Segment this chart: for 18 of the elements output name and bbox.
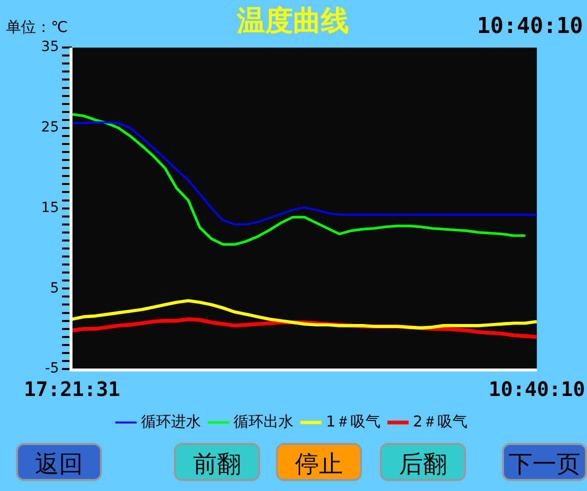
y-axis-title: 单位：℃ [6,18,68,37]
y-tick-label: 25 [41,120,59,136]
legend-label: 循环出水 [233,412,294,430]
text: 后翻 [380,443,466,481]
text: 停止 [276,443,362,481]
legend-label: 循环进水 [140,412,201,430]
text: 10:40:10 [477,14,583,39]
legend-label: 2＃吸气 [413,412,468,430]
y-tick-label: 5 [50,280,59,296]
x-tick-label: 17:21:31 [24,377,120,402]
text: 返回 [16,443,102,481]
y-tick-label: 35 [41,39,59,56]
text: 下一页 [502,443,587,481]
text: 前翻 [174,443,260,481]
legend-label: 1＃吸气 [326,412,381,430]
y-tick-label: -5 [45,360,59,377]
y-tick-label: 15 [41,200,59,216]
chart-title: 温度曲线 [236,4,349,38]
